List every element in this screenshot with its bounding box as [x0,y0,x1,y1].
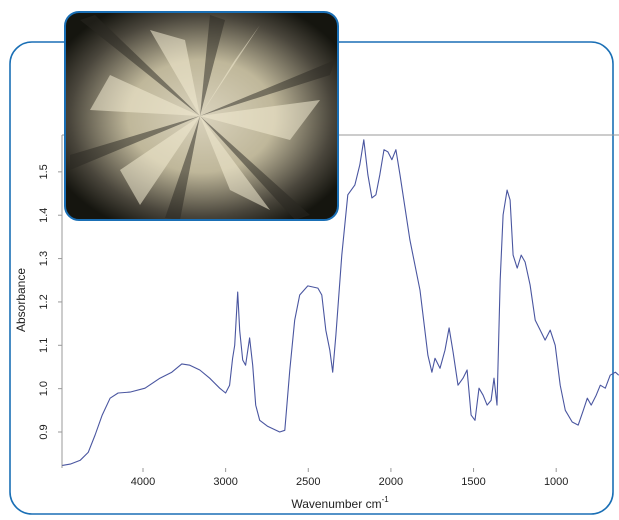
y-tick-label: 1.2 [38,294,50,309]
x-tick-label: 2500 [296,476,320,488]
x-axis-label: Wavenumber cm-1 [291,495,389,511]
photo [65,12,338,220]
spectrum-line [62,139,619,466]
x-axis-label-text: Wavenumber cm [291,497,381,511]
x-axis-label-superscript: -1 [382,495,390,504]
y-tick-label: 1.4 [38,208,50,223]
x-tick-label: 2000 [379,476,403,488]
x-tick-label: 4000 [131,476,155,488]
x-tick-label: 3000 [213,476,237,488]
plot-area: 0.9 1.0 1.1 1.2 1.3 1.4 1.5 4000 3000 2500 2000 150… [14,134,619,511]
x-tick-label: 1500 [461,476,485,488]
y-axis-label: Absorbance [14,268,28,332]
y-tick-label: 1.1 [38,338,50,353]
y-tick-label: 1.5 [38,164,50,179]
y-tick-label: 1.3 [38,251,50,266]
y-tick-label: 0.9 [38,424,50,439]
photo-border [64,11,339,221]
x-tick-label: 1000 [544,476,568,488]
y-tick-label: 1.0 [38,381,50,396]
